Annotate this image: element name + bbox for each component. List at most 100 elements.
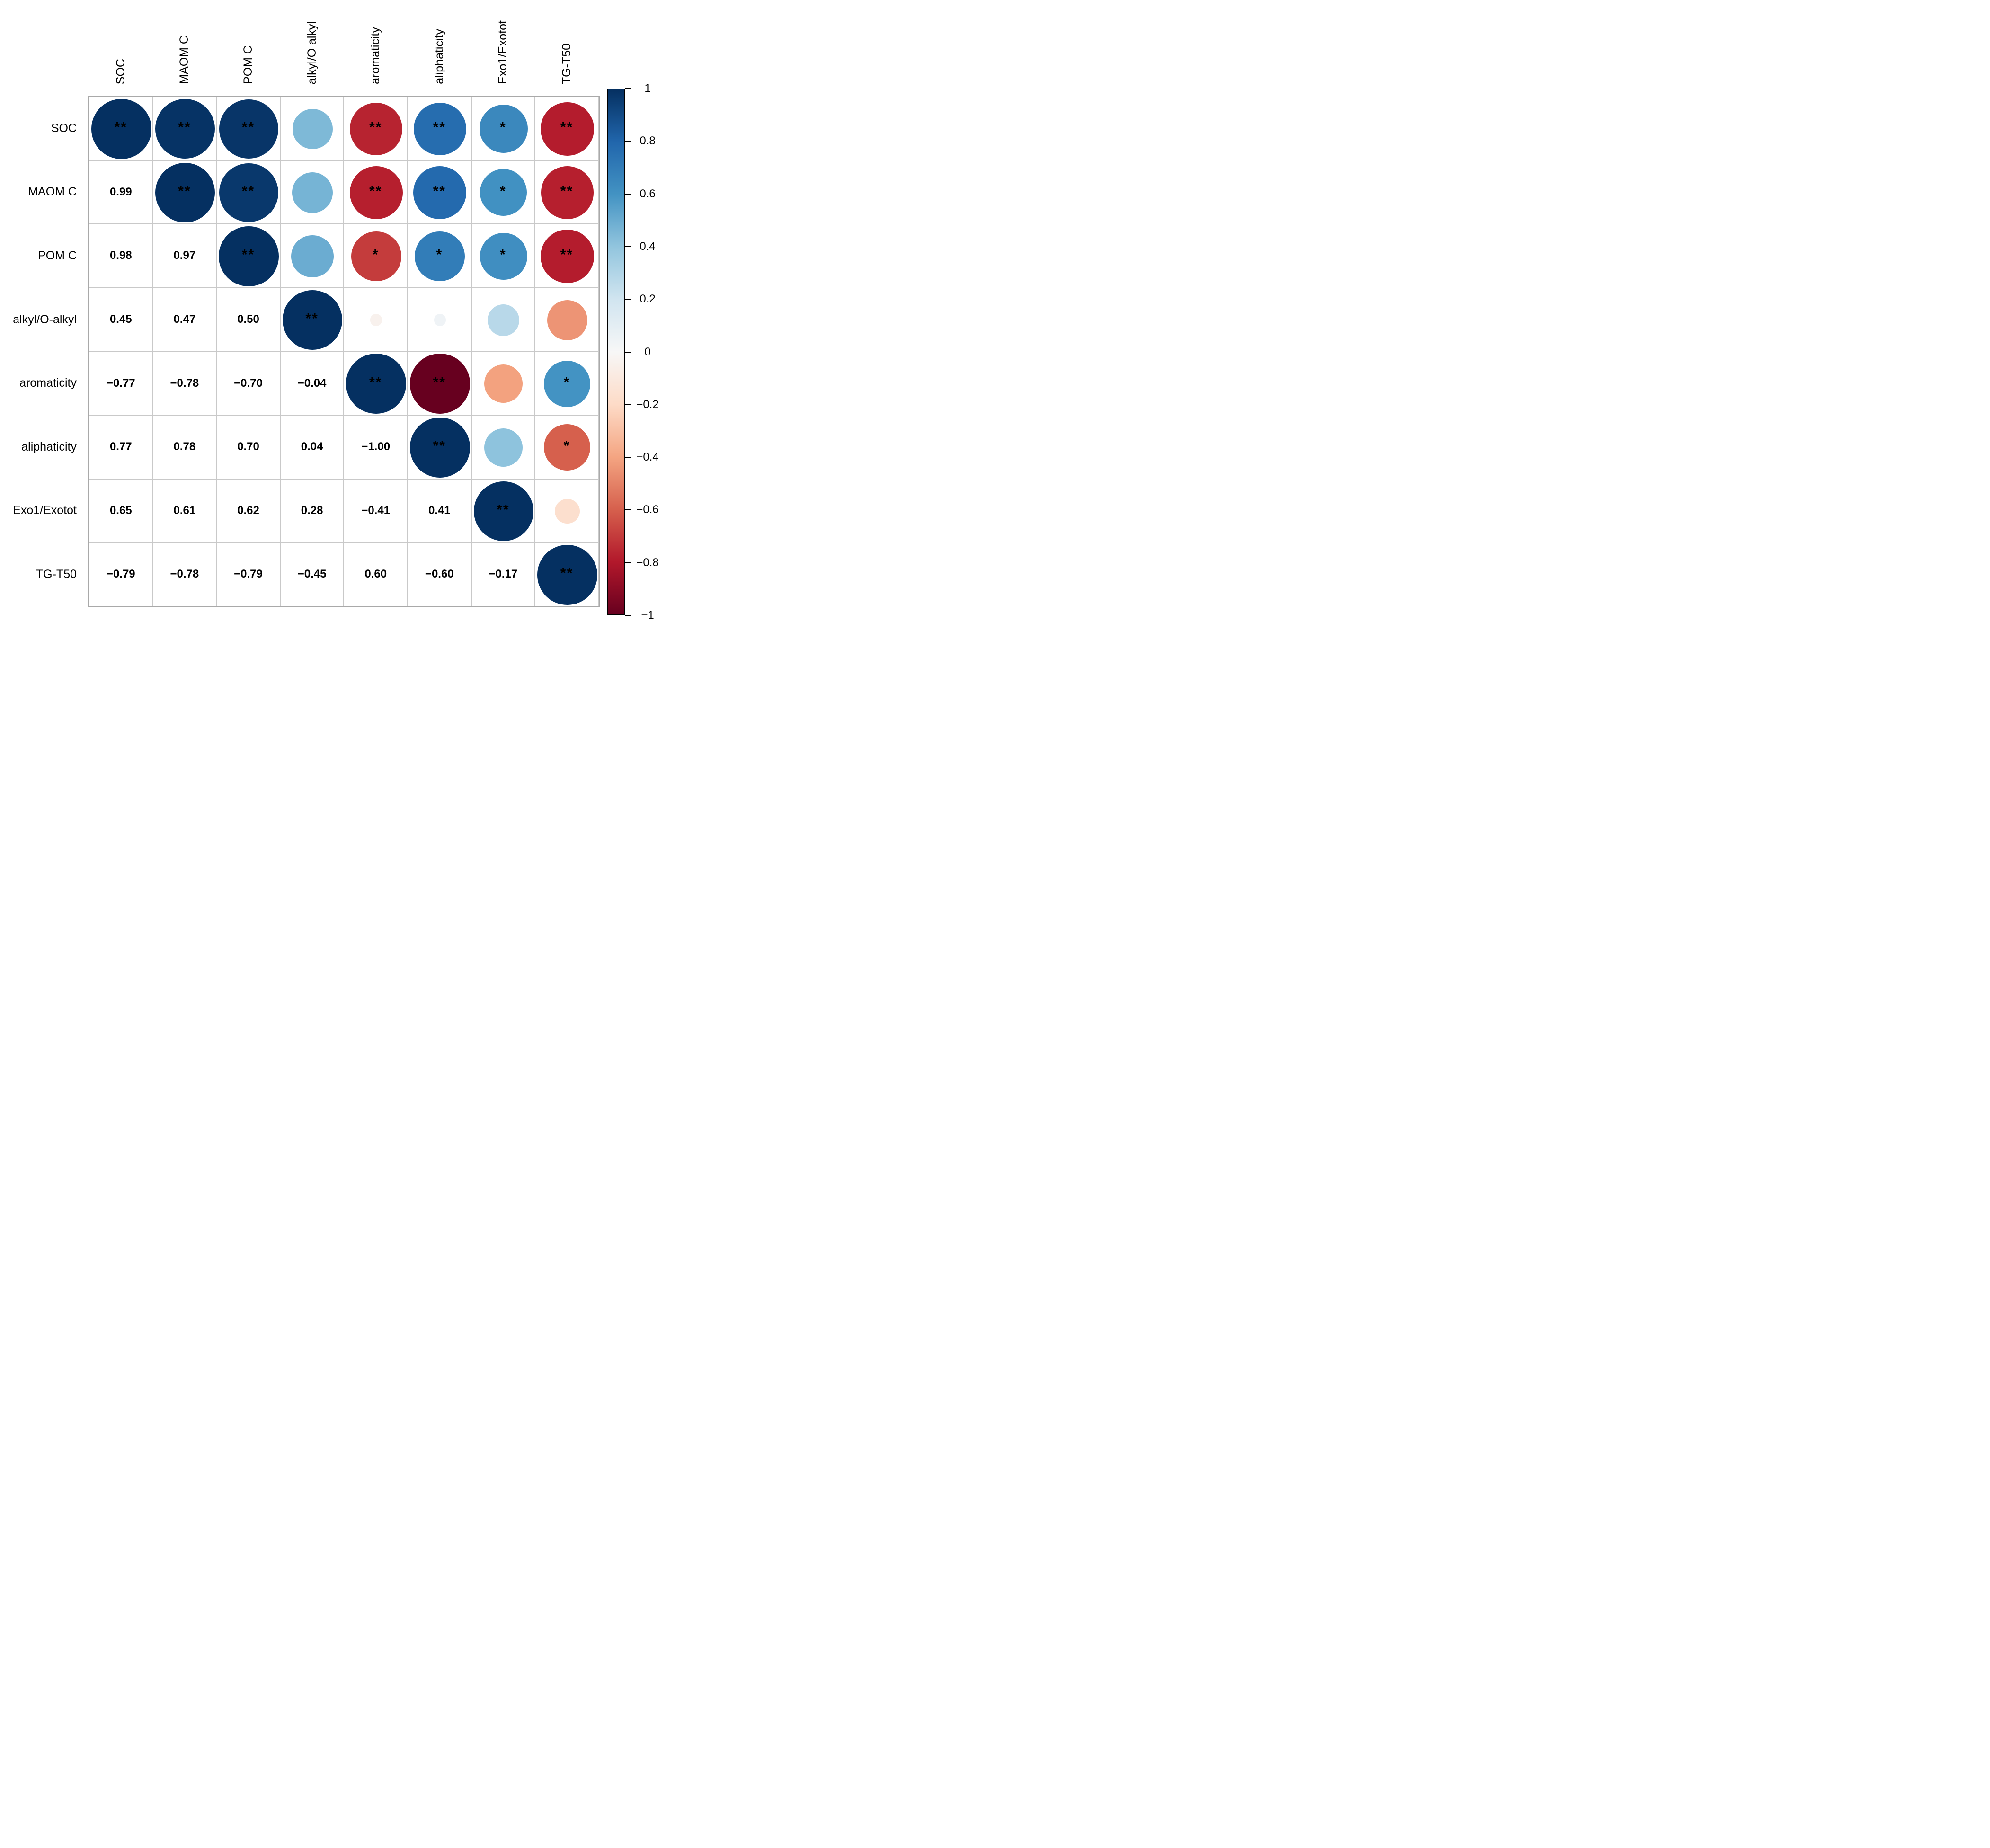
correlation-value: −1.00 <box>361 440 391 453</box>
row-label: POM C <box>0 224 77 288</box>
matrix-cell: −0.78 <box>152 542 217 606</box>
matrix-cell: −0.17 <box>471 542 535 606</box>
matrix-cell: * <box>471 160 535 224</box>
colorbar-tick <box>625 299 631 300</box>
row-label-text: MAOM C <box>28 185 77 199</box>
significance-stars: ** <box>305 311 319 327</box>
colorbar-tick-label: 0.2 <box>640 293 656 306</box>
correlation-matrix-chart: SOC MAOM C POM C alkyl/O alkyl aromaticity al… <box>0 0 664 622</box>
correlation-value: 0.61 <box>173 504 196 517</box>
matrix-cell: −0.04 <box>280 351 344 415</box>
matrix-cell: ** <box>216 224 280 288</box>
matrix-cell: 0.61 <box>152 479 217 543</box>
significance-stars: ** <box>241 183 255 199</box>
significance-stars: ** <box>241 119 255 135</box>
correlation-value: −0.77 <box>106 376 135 390</box>
colorbar-tick-label: 0.6 <box>640 187 656 200</box>
correlation-circle <box>547 300 587 340</box>
col-label: aliphaticity <box>408 0 471 84</box>
correlation-circle <box>370 314 382 326</box>
correlation-value: 0.60 <box>364 568 387 581</box>
matrix-cell <box>471 351 535 415</box>
correlation-value: 0.97 <box>173 249 196 262</box>
correlation-circle <box>155 99 215 159</box>
correlation-circle <box>484 364 523 403</box>
matrix-cell: ** <box>344 160 408 224</box>
matrix-cell: ** <box>152 97 217 160</box>
matrix-cell: ** <box>216 160 280 224</box>
matrix-cell: * <box>471 97 535 160</box>
significance-stars: ** <box>178 183 191 199</box>
significance-stars: ** <box>178 119 191 135</box>
correlation-value: −0.78 <box>170 568 199 581</box>
significance-stars: * <box>372 247 379 263</box>
correlation-circle <box>410 418 470 478</box>
correlation-circle <box>541 230 594 283</box>
matrix-cell: 0.99 <box>89 160 153 224</box>
significance-stars: ** <box>433 183 446 199</box>
matrix-cell: ** <box>535 160 599 224</box>
correlation-circle <box>219 163 278 222</box>
colorbar-tick-label: −0.2 <box>636 398 659 411</box>
row-label-text: aliphaticity <box>21 440 77 453</box>
significance-stars: ** <box>497 502 510 518</box>
correlation-value: 0.78 <box>173 440 196 453</box>
significance-stars: ** <box>560 247 574 263</box>
col-label: TG-T50 <box>535 0 599 84</box>
correlation-value: 0.47 <box>173 313 196 326</box>
significance-stars: ** <box>369 183 382 199</box>
correlation-circle <box>349 166 403 219</box>
row-label-text: POM C <box>38 249 77 262</box>
matrix-cell <box>535 479 599 543</box>
colorbar-tick <box>625 193 631 195</box>
matrix-cell: −0.79 <box>216 542 280 606</box>
colorbar-tick <box>625 141 631 142</box>
correlation-value: −0.79 <box>234 568 263 581</box>
correlation-circle <box>473 481 534 542</box>
significance-stars: ** <box>433 119 446 135</box>
correlation-value: −0.70 <box>234 376 263 390</box>
col-label-text: aliphaticity <box>432 29 446 84</box>
matrix-cell <box>408 287 471 352</box>
significance-stars: ** <box>560 183 574 199</box>
matrix-cell <box>280 160 344 224</box>
matrix-cell: 0.62 <box>216 479 280 543</box>
col-label-text: aromaticity <box>369 27 382 84</box>
significance-stars: ** <box>433 438 446 454</box>
col-label-text: Exo1/Exotot <box>496 20 510 84</box>
correlation-circle <box>479 105 528 153</box>
col-label: Exo1/Exotot <box>471 0 535 84</box>
row-label-text: TG-T50 <box>36 567 77 581</box>
correlation-value: 0.41 <box>428 504 451 517</box>
matrix-cell: 0.50 <box>216 287 280 352</box>
col-label-text: alkyl/O alkyl <box>305 21 319 84</box>
colorbar-tick <box>625 351 631 353</box>
col-label-text: SOC <box>114 58 127 84</box>
colorbar-tick-label: 0.8 <box>640 134 656 148</box>
row-label-text: alkyl/O-alkyl <box>13 312 77 326</box>
correlation-value: −0.17 <box>489 568 518 581</box>
correlation-circle <box>544 360 591 407</box>
correlation-value: 0.98 <box>109 249 132 262</box>
matrix-cell: ** <box>280 287 344 352</box>
matrix-cell: 0.98 <box>89 224 153 288</box>
matrix-cell: * <box>408 224 471 288</box>
row-label-text: Exo1/Exotot <box>13 504 77 517</box>
correlation-circle <box>537 545 597 605</box>
correlation-circle <box>219 226 279 286</box>
correlation-circle <box>480 169 527 216</box>
correlation-circle <box>282 290 343 350</box>
matrix-cell: * <box>344 224 408 288</box>
correlation-circle <box>555 498 580 524</box>
matrix-grid: ** ** ** ** ** * ** 0.99 ** ** ** ** * ** 0.98 0.97 ** * *… <box>88 96 600 607</box>
significance-stars: ** <box>369 119 382 135</box>
matrix-cell: ** <box>89 97 153 160</box>
correlation-circle <box>415 231 465 282</box>
matrix-cell: −0.77 <box>89 351 153 415</box>
correlation-circle <box>350 102 403 155</box>
correlation-value: 0.99 <box>109 185 132 198</box>
correlation-circle <box>219 99 279 159</box>
colorbar-tick <box>625 509 631 511</box>
matrix-cell: ** <box>535 224 599 288</box>
matrix-cell: ** <box>408 415 471 479</box>
